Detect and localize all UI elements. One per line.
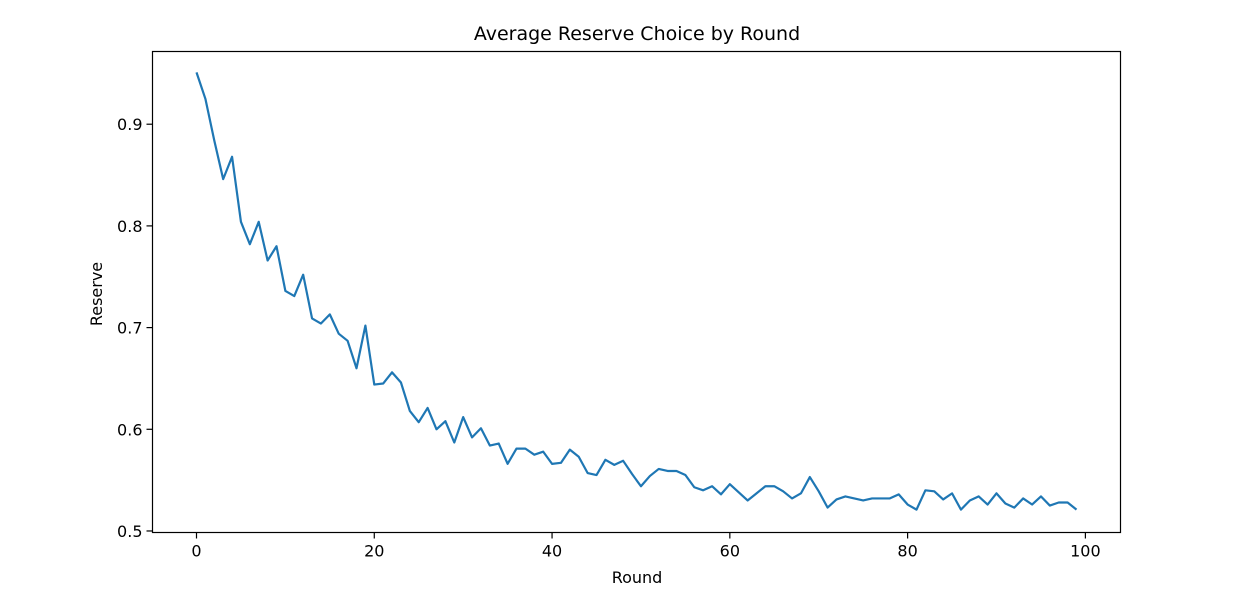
x-tick-label: 80 [897,542,917,561]
y-tick-label: 0.7 [117,319,142,338]
y-tick-label: 0.9 [117,115,142,134]
y-axis: 0.5 0.6 0.7 0.8 0.9 [117,115,153,541]
x-tick-label: 40 [542,542,562,561]
series-line-0 [195,71,1078,511]
x-tick-label: 60 [720,542,740,561]
x-tick-label: 100 [1070,542,1101,561]
plot-frame [151,50,1122,534]
y-tick-label: 0.6 [117,420,142,439]
y-tick-label: 0.8 [117,217,142,236]
x-tick-label: 20 [364,542,384,561]
y-tick-label: 0.5 [117,522,142,541]
chart-title: Average Reserve Choice by Round [474,23,800,45]
x-axis-label: Round [612,568,663,587]
y-axis-label: Reserve [87,262,106,326]
plot-area [195,71,1078,511]
x-axis: 0 20 40 60 80 100 [191,532,1101,561]
x-tick-label: 0 [191,542,201,561]
